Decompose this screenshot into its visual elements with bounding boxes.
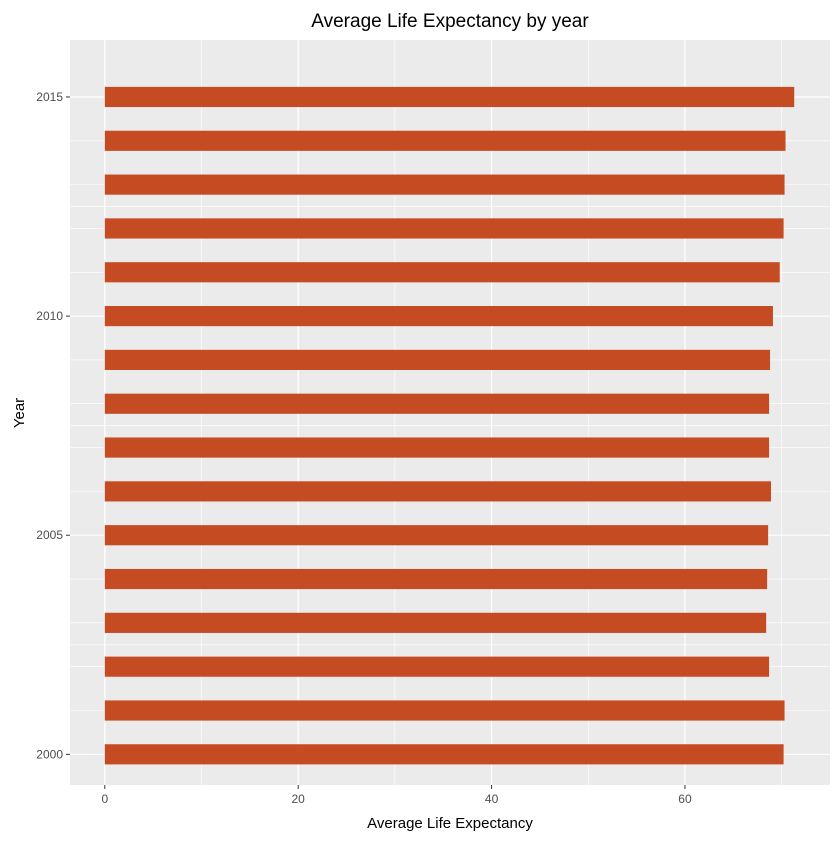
bar-2004 (104, 568, 768, 590)
bar-2013 (104, 174, 785, 195)
x-tick-label: 20 (292, 792, 306, 806)
bar-2008 (104, 393, 770, 414)
bar-2007 (104, 437, 770, 458)
x-tick-label: 0 (101, 792, 108, 806)
x-axis-ticks: 0 20 40 60 (101, 785, 692, 806)
bar-2010 (104, 306, 773, 327)
bar-2001 (104, 700, 785, 721)
bar-2000 (104, 744, 784, 765)
y-tick-label: 2000 (36, 747, 63, 761)
bar-2015 (104, 86, 795, 108)
bar-2009 (104, 349, 771, 370)
bar-2012 (104, 218, 784, 239)
y-axis-ticks: 2000 2005 2010 2015 (36, 90, 70, 761)
bars (104, 86, 795, 765)
x-tick-label: 40 (485, 792, 499, 806)
bar-2003 (104, 612, 767, 633)
bar-2002 (104, 656, 770, 677)
bar-2005 (104, 525, 769, 546)
y-tick-label: 2010 (36, 309, 63, 323)
y-tick-label: 2005 (36, 528, 63, 542)
x-tick-label: 60 (678, 792, 692, 806)
bar-2006 (104, 481, 772, 502)
x-axis-title: Average Life Expectancy (367, 815, 533, 832)
y-tick-label: 2015 (36, 90, 63, 104)
y-axis-title: Year (11, 398, 28, 428)
chart-title: Average Life Expectancy by year (311, 11, 589, 32)
bar-2014 (104, 130, 786, 151)
bar-2011 (104, 262, 780, 283)
